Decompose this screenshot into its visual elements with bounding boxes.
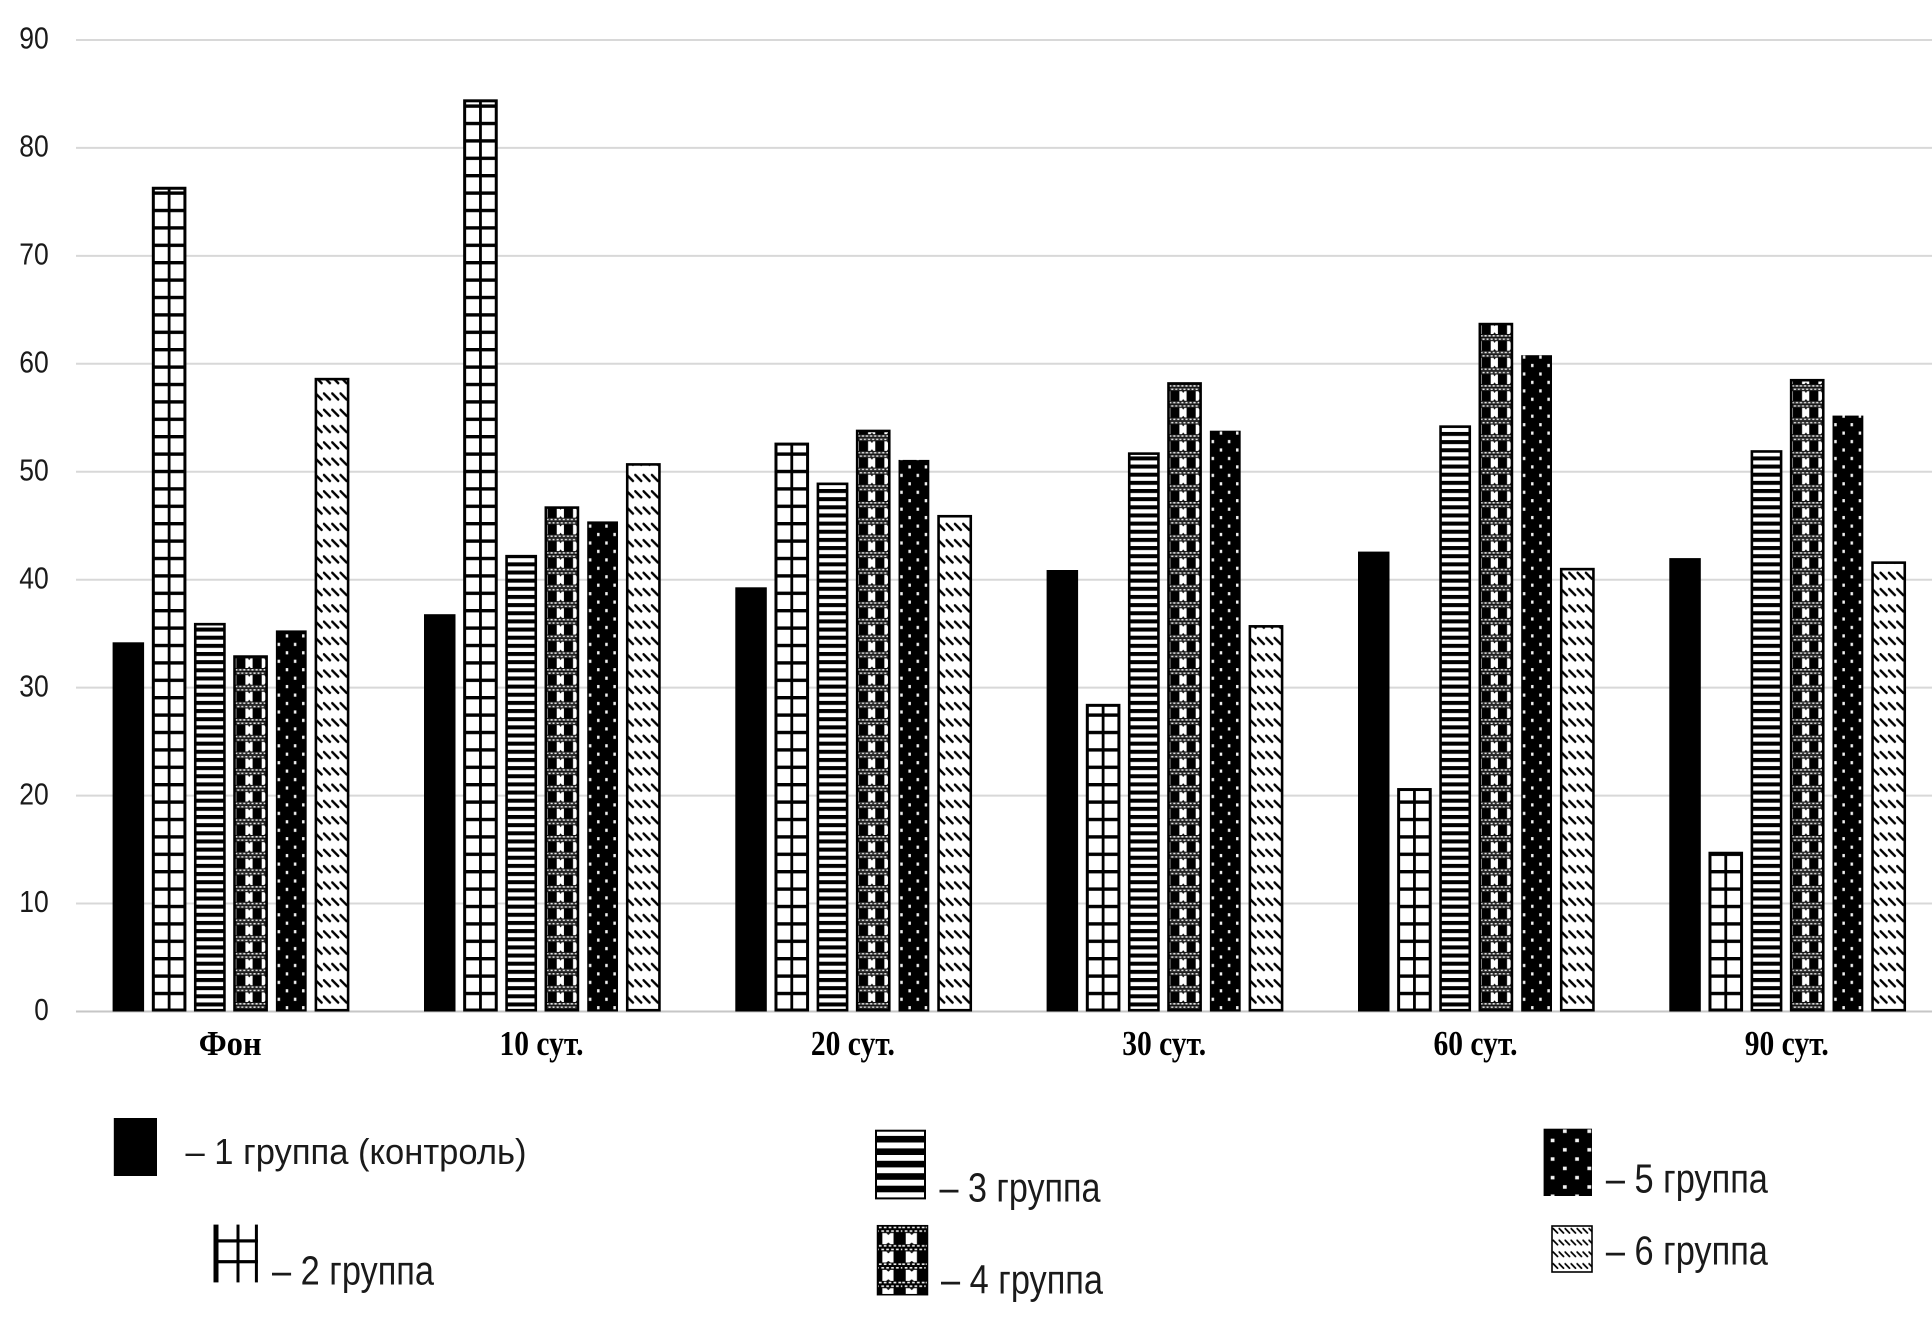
svg-text:60 сут.: 60 сут.: [1434, 1024, 1518, 1063]
svg-text:30 сут.: 30 сут.: [1122, 1024, 1206, 1063]
svg-text:60: 60: [19, 345, 49, 380]
svg-text:20 сут.: 20 сут.: [811, 1024, 895, 1063]
svg-text:70: 70: [19, 237, 49, 272]
svg-text:80: 80: [19, 129, 49, 164]
svg-text:30: 30: [19, 668, 49, 703]
svg-text:Фон: Фон: [199, 1024, 262, 1063]
svg-text:– 5 группа: – 5 группа: [1606, 1155, 1768, 1201]
svg-text:40: 40: [19, 560, 49, 595]
svg-text:10 сут.: 10 сут.: [500, 1024, 584, 1063]
svg-text:90 сут.: 90 сут.: [1745, 1024, 1829, 1063]
svg-text:10: 10: [19, 884, 49, 919]
svg-text:90: 90: [19, 21, 49, 56]
svg-text:20: 20: [19, 776, 49, 811]
svg-text:50: 50: [19, 452, 49, 487]
svg-text:0: 0: [34, 992, 49, 1027]
svg-text:– 3 группа: – 3 группа: [940, 1165, 1101, 1211]
svg-text:– 2 группа: – 2 группа: [272, 1247, 434, 1293]
svg-text:– 1 группа (контроль): – 1 группа (контроль): [186, 1131, 527, 1172]
svg-text:– 4 группа: – 4 группа: [941, 1257, 1103, 1303]
svg-text:– 6 группа: – 6 группа: [1606, 1228, 1768, 1274]
